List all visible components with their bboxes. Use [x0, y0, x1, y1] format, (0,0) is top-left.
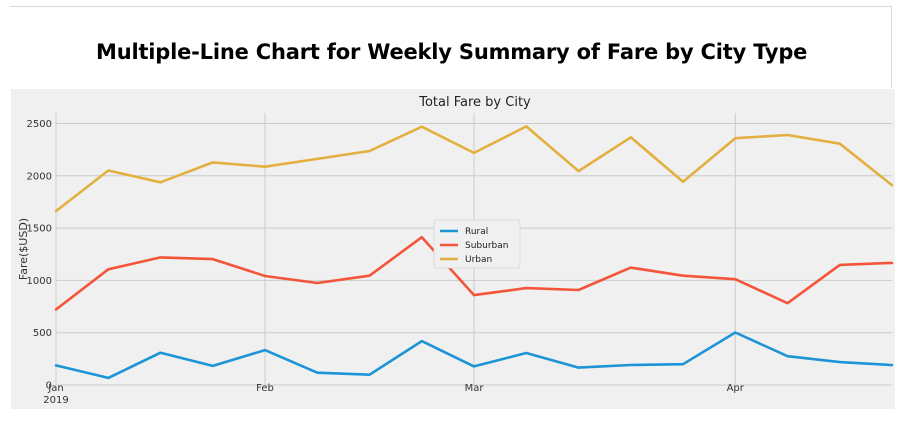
legend-label-suburban: Suburban — [465, 241, 508, 251]
legend: Rural Suburban Urban — [433, 219, 521, 269]
series-line-suburban — [54, 235, 894, 311]
legend-label-urban: Urban — [465, 255, 492, 265]
y-tick-label: 0 — [46, 381, 52, 392]
x-tick-sublabel: 2019 — [43, 395, 68, 406]
page-heading: Multiple-Line Chart for Weekly Summary o… — [96, 40, 808, 64]
frame-right-border — [891, 6, 892, 88]
y-tick-labels: 0 500 1000 1500 2000 2500 — [27, 119, 52, 392]
y-tick-label: 2500 — [27, 119, 52, 130]
x-tick-label: Mar — [465, 383, 485, 394]
x-tick-label: Apr — [727, 383, 745, 394]
chart-title: Total Fare by City — [418, 95, 531, 110]
series-lines — [54, 125, 894, 380]
series-line-rural — [54, 331, 894, 380]
series-line-urban — [54, 125, 894, 213]
y-axis-title: Fare($USD) — [17, 218, 30, 280]
legend-label-rural: Rural — [465, 227, 488, 237]
y-tick-label: 1500 — [27, 224, 52, 235]
x-tick-label: Feb — [256, 383, 274, 394]
x-tick-label: Jan — [47, 383, 63, 394]
frame-top-border — [10, 6, 892, 7]
y-tick-label: 2000 — [27, 171, 52, 182]
y-tick-label: 500 — [33, 328, 52, 339]
y-tick-label: 1000 — [27, 276, 52, 287]
